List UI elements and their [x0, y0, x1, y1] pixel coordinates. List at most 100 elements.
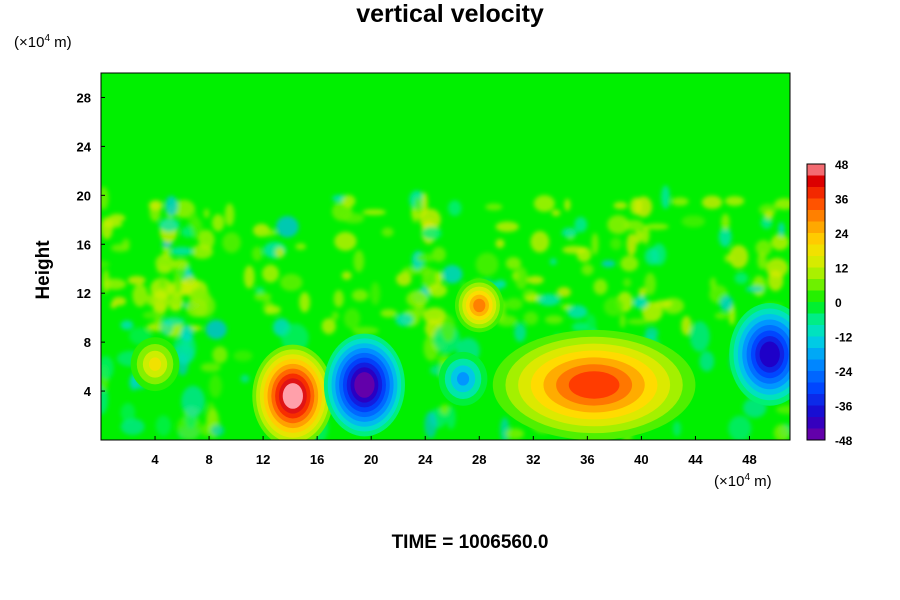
- field-patch: [755, 239, 772, 257]
- field-patch: [610, 237, 622, 250]
- colorbar-tick-label: -36: [835, 400, 853, 414]
- field-patch: [619, 313, 626, 328]
- contour-level: [354, 372, 375, 398]
- field-patch: [533, 195, 555, 212]
- field-patch: [165, 195, 178, 217]
- field-patch: [155, 415, 172, 436]
- y-tick-label: 4: [84, 384, 92, 399]
- colorbar-band: [807, 359, 825, 372]
- field-patch: [120, 403, 136, 423]
- field-patch: [279, 273, 303, 292]
- field-patch: [198, 229, 215, 251]
- field-patch: [240, 374, 250, 383]
- field-patch: [623, 278, 632, 288]
- x-tick-label: 16: [310, 452, 324, 467]
- field-patch: [505, 428, 525, 440]
- field-patch: [661, 185, 670, 209]
- feature-downdraft: [729, 303, 790, 406]
- field-patch: [603, 297, 625, 317]
- field-patch: [774, 198, 790, 210]
- field-patch: [362, 209, 387, 216]
- field-patch: [421, 192, 429, 214]
- field-patch: [146, 293, 154, 307]
- field-patch: [500, 417, 510, 440]
- field-patch: [556, 287, 571, 298]
- field-patch: [638, 287, 647, 298]
- field-patch: [341, 271, 352, 280]
- colorbar-band: [807, 336, 825, 349]
- field-patch: [771, 234, 789, 251]
- contour-level: [282, 383, 303, 409]
- field-patch: [243, 265, 255, 289]
- x-tick-label: 32: [526, 452, 540, 467]
- field-features: [130, 278, 790, 440]
- field-patch: [142, 310, 165, 320]
- field-patch: [333, 290, 344, 308]
- field-patch: [475, 252, 499, 277]
- field-patch: [172, 199, 196, 219]
- field-patch: [201, 423, 210, 437]
- field-patch: [275, 246, 285, 259]
- field-patch: [180, 324, 195, 342]
- field-patch: [775, 405, 790, 415]
- x-tick-label: 20: [364, 452, 378, 467]
- field-patch: [671, 197, 689, 206]
- field-patch: [648, 305, 663, 319]
- y-tick-label: 20: [77, 188, 91, 203]
- contour-level: [759, 341, 780, 368]
- x-tick-label: 24: [418, 452, 433, 467]
- colorbar-band: [807, 164, 825, 176]
- field-patch: [295, 243, 307, 250]
- x-tick-label: 48: [742, 452, 756, 467]
- field-patch: [101, 260, 110, 269]
- field-patch: [212, 214, 225, 232]
- field-patch: [158, 218, 180, 232]
- colorbar-band: [807, 325, 825, 337]
- field-patch: [102, 278, 127, 290]
- field-patch: [185, 298, 209, 318]
- colorbar-tick-label: 12: [835, 262, 849, 276]
- field-patch: [254, 292, 272, 302]
- field-patch: [620, 255, 639, 272]
- field-patch: [629, 197, 643, 215]
- field-patch: [593, 278, 608, 295]
- field-patch: [699, 351, 715, 372]
- field-patch: [719, 295, 734, 312]
- field-patch: [607, 215, 630, 235]
- feature-downdraft-core: [323, 333, 405, 437]
- field-patch: [564, 198, 571, 211]
- field-patch: [351, 289, 369, 302]
- field-patch: [718, 226, 732, 248]
- colorbar-band: [807, 198, 825, 211]
- field-patch: [641, 225, 650, 245]
- field-patch: [701, 195, 723, 210]
- contour-level: [456, 372, 470, 386]
- field-patch: [423, 307, 447, 325]
- field-patch: [440, 314, 456, 343]
- field-patch: [101, 383, 108, 415]
- field-patch: [396, 272, 412, 286]
- field-patch: [645, 326, 659, 340]
- field-patch: [108, 213, 126, 223]
- field-patch: [757, 251, 767, 270]
- field-patch: [515, 266, 528, 290]
- field-patch: [505, 256, 522, 270]
- field-patch: [341, 194, 356, 208]
- colorbar-band: [807, 290, 825, 303]
- y-tick-label: 24: [77, 139, 92, 154]
- colorbar-tick-label: -24: [835, 365, 853, 379]
- field-patch: [574, 216, 588, 233]
- field-patch: [431, 246, 446, 262]
- field-patch: [255, 287, 265, 294]
- field-patch: [714, 312, 728, 320]
- field-patch: [181, 385, 205, 418]
- field-patch: [581, 263, 594, 276]
- field-patch: [494, 279, 507, 289]
- field-patch: [112, 296, 127, 306]
- field-patch: [170, 246, 194, 256]
- y-tick-label: 12: [77, 286, 91, 301]
- feature-weak-downdraft: [438, 351, 488, 406]
- field-patch: [160, 320, 174, 336]
- field-patch: [537, 293, 561, 306]
